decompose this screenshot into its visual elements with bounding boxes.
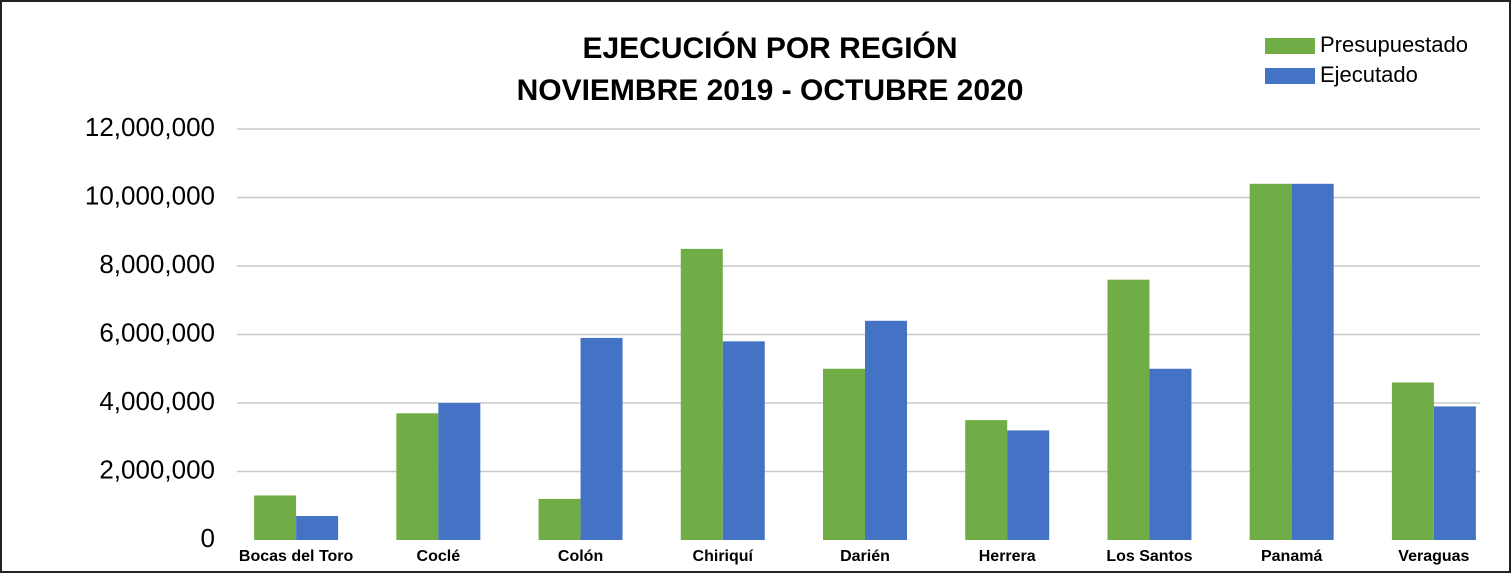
- bar: [580, 337, 623, 540]
- x-tick-label: Chiriquí: [693, 548, 754, 565]
- chart-title: EJECUCIÓN POR REGIÓN: [582, 31, 957, 65]
- x-tick-label: Herrera: [979, 548, 1036, 565]
- y-tick-label: 12,000,000: [85, 112, 215, 142]
- bar: [1149, 368, 1192, 540]
- bar: [1433, 406, 1476, 540]
- bar: [1007, 430, 1050, 540]
- bar: [1107, 279, 1150, 540]
- y-tick-label: 8,000,000: [99, 249, 215, 279]
- legend-label: Ejecutado: [1320, 62, 1418, 87]
- bar: [722, 341, 765, 540]
- bar: [438, 403, 481, 540]
- legend-swatch: [1265, 38, 1315, 54]
- x-tick-label: Panamá: [1261, 548, 1322, 565]
- bar: [254, 495, 297, 540]
- bar: [1391, 382, 1434, 540]
- x-tick-label: Darién: [840, 548, 890, 565]
- legend-swatch: [1265, 68, 1315, 84]
- x-tick-label: Colón: [558, 548, 603, 565]
- y-tick-label: 6,000,000: [99, 317, 215, 347]
- y-tick-label: 10,000,000: [85, 180, 215, 210]
- bar: [1249, 183, 1292, 541]
- x-tick-label: Bocas del Toro: [239, 548, 354, 565]
- y-tick-label: 0: [201, 523, 215, 553]
- bar: [965, 420, 1008, 540]
- bar: [396, 413, 439, 540]
- bar: [823, 368, 865, 540]
- y-tick-label: 2,000,000: [99, 454, 215, 484]
- bar: [296, 516, 339, 540]
- bar: [1291, 183, 1334, 541]
- x-tick-label: Coclé: [417, 548, 461, 565]
- x-tick-label: Veraguas: [1398, 548, 1469, 565]
- bar: [865, 320, 907, 540]
- chart-subtitle: NOVIEMBRE 2019 - OCTUBRE 2020: [517, 74, 1024, 107]
- x-tick-label: Los Santos: [1106, 548, 1192, 565]
- y-tick-label: 4,000,000: [99, 386, 215, 416]
- bar: [680, 248, 723, 540]
- bar: [538, 498, 581, 540]
- legend-label: Presupuestado: [1320, 32, 1468, 57]
